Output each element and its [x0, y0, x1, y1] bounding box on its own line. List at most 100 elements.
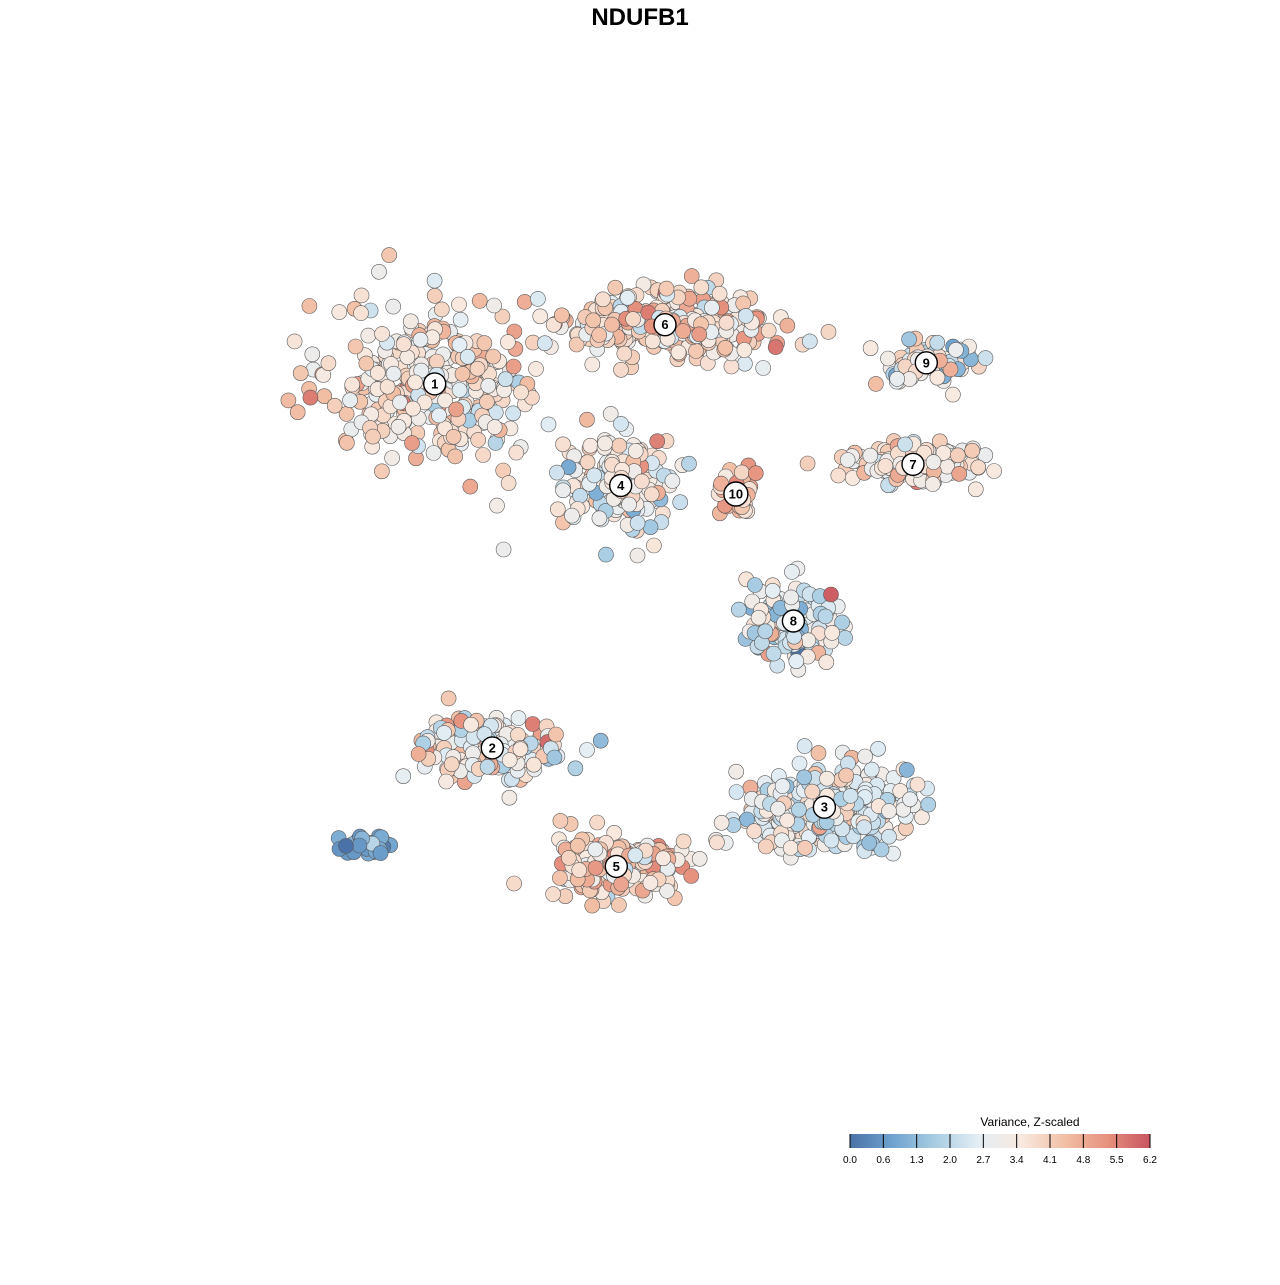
legend-tick-label: 2.7: [976, 1155, 990, 1166]
data-point: [286, 333, 303, 350]
data-point: [443, 756, 460, 773]
data-point: [476, 335, 493, 351]
data-point: [428, 353, 445, 370]
data-point: [433, 301, 450, 318]
data-point: [877, 458, 894, 474]
data-point: [579, 454, 596, 471]
data-point: [385, 365, 402, 382]
data-point: [675, 323, 691, 339]
data-point: [945, 386, 961, 403]
data-point: [471, 293, 488, 309]
data-point: [353, 305, 369, 321]
data-point: [824, 625, 840, 641]
data-point: [339, 434, 355, 451]
data-point: [501, 789, 518, 806]
cluster-label-text: 4: [617, 478, 625, 493]
data-point: [486, 419, 503, 435]
data-point: [736, 342, 753, 358]
data-point: [717, 339, 734, 356]
data-point: [338, 838, 354, 854]
data-point: [914, 809, 930, 826]
data-point: [704, 299, 720, 316]
cluster-label-4: 4: [609, 473, 633, 498]
data-point: [924, 476, 941, 492]
data-point: [834, 614, 850, 631]
cluster-label-2: 2: [480, 736, 504, 760]
data-point: [371, 263, 387, 280]
data-point: [479, 393, 495, 410]
data-point: [889, 371, 906, 387]
cluster-label-3: 3: [812, 795, 837, 819]
data-point: [462, 478, 479, 495]
data-point: [568, 336, 585, 353]
data-point: [709, 834, 725, 851]
data-point: [280, 392, 297, 409]
data-point: [454, 366, 471, 382]
data-point: [344, 376, 361, 393]
data-point: [302, 389, 319, 406]
data-point: [757, 623, 774, 640]
points-layer: [280, 247, 1002, 914]
data-point: [510, 710, 527, 726]
data-point: [779, 317, 796, 334]
cluster-label-6: 6: [653, 313, 677, 337]
data-point: [301, 298, 318, 314]
legend-tick-label: 5.5: [1110, 1155, 1124, 1166]
cluster-label-text: 6: [661, 317, 668, 332]
data-point: [730, 601, 747, 618]
data-point: [880, 350, 896, 367]
data-point: [788, 653, 805, 670]
data-point: [675, 833, 692, 850]
data-point: [902, 791, 918, 808]
data-point: [540, 416, 557, 433]
legend-tick-label: 4.1: [1043, 1155, 1057, 1166]
data-point: [582, 437, 599, 454]
data-point: [783, 589, 799, 606]
data-point: [621, 496, 637, 513]
data-point: [925, 454, 942, 470]
data-point: [549, 501, 566, 518]
data-point: [508, 444, 525, 461]
data-point: [485, 348, 502, 365]
data-point: [951, 465, 968, 482]
data-point: [353, 287, 370, 304]
data-point: [863, 761, 880, 778]
data-point: [437, 392, 453, 409]
data-point: [713, 475, 729, 492]
data-point: [426, 287, 443, 304]
data-point: [495, 541, 512, 558]
data-point: [347, 338, 364, 355]
data-point: [646, 537, 662, 554]
data-point: [613, 416, 629, 432]
data-point: [546, 749, 563, 766]
data-point: [365, 428, 381, 445]
cluster-label-9: 9: [914, 351, 938, 375]
legend-tick-label: 2.0: [943, 1155, 957, 1166]
data-point: [549, 464, 565, 481]
data-point: [796, 769, 813, 786]
data-point: [569, 837, 586, 854]
data-point: [516, 294, 533, 310]
cluster-label-text: 8: [790, 614, 797, 629]
data-point: [431, 407, 447, 424]
cluster-label-10: 10: [723, 481, 749, 507]
data-point: [856, 819, 873, 836]
data-point: [818, 654, 835, 671]
data-point: [868, 376, 884, 392]
legend-title: Variance, Z-scaled: [980, 1115, 1079, 1129]
cluster-label-text: 10: [729, 487, 743, 502]
data-point: [451, 296, 467, 313]
data-point: [501, 752, 518, 768]
colorbar-legend: Variance, Z-scaled 0.0 0.6 1.3 2.0 2.7 3.4 4.1…: [843, 1115, 1157, 1166]
data-point: [750, 609, 767, 626]
data-point: [320, 355, 337, 372]
data-point: [823, 832, 840, 849]
data-point: [644, 333, 661, 350]
data-point: [723, 358, 740, 375]
data-point: [384, 450, 400, 466]
data-point: [739, 811, 755, 828]
data-point: [718, 314, 735, 331]
data-point: [619, 289, 636, 306]
data-point: [592, 732, 609, 749]
data-point: [331, 304, 348, 320]
